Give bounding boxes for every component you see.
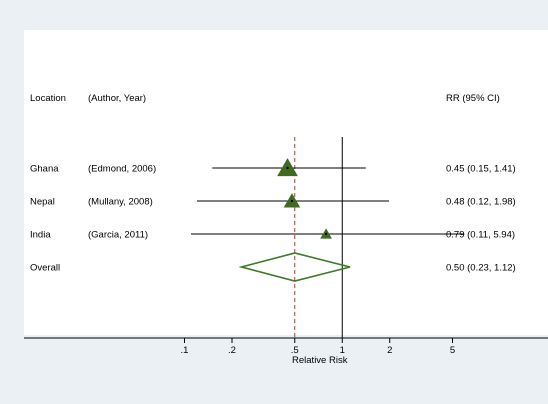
plot-panel [24,30,548,335]
x-axis-label: Relative Risk [292,355,348,366]
point-estimate [290,199,294,203]
point-estimate [286,166,289,170]
row-overall-effect: 0.50 (0.23, 1.12) [446,263,516,274]
row-effect-ci: 0.45 (0.15, 1.41) [446,164,516,175]
row-location: Ghana [30,164,59,175]
row-study: (Mullany, 2008) [88,197,153,208]
header-study: (Author, Year) [88,93,146,104]
overall-diamond [238,252,351,282]
point-estimate [324,232,328,236]
row-study: (Edmond, 2006) [88,164,156,175]
x-tick-label: 1 [340,345,345,356]
x-tick-label: .1 [181,345,189,356]
x-tick-label: 5 [450,345,455,356]
row-overall-label: Overall [30,263,60,274]
x-tick-label: 2 [387,345,392,356]
row-location: India [30,230,51,241]
header-location: Location [30,93,66,104]
header-effect: RR (95% CI) [446,93,500,104]
row-study: (Garcia, 2011) [88,230,148,241]
row-location: Nepal [30,197,55,208]
x-tick-label: .2 [228,345,236,356]
row-effect-ci: 0.48 (0.12, 1.98) [446,197,516,208]
row-effect-ci: 0.79 (0.11, 5.94) [446,230,515,241]
x-tick-label: .5 [291,345,299,356]
